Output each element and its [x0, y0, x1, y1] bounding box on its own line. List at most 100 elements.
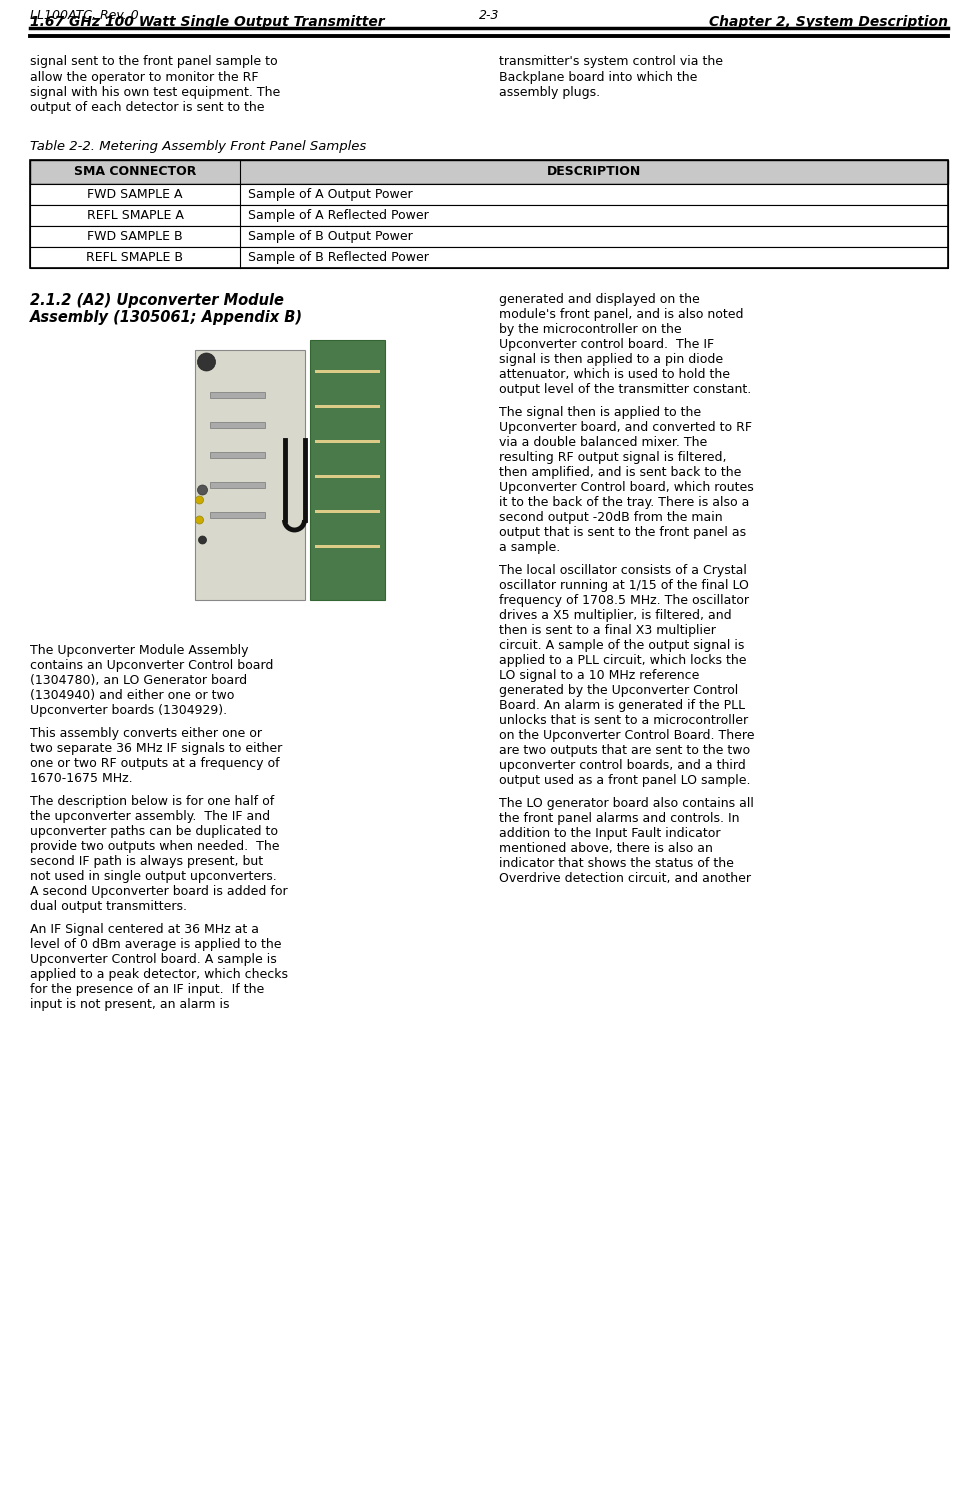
Text: An IF Signal centered at 36 MHz at a: An IF Signal centered at 36 MHz at a — [30, 923, 259, 936]
Text: The LO generator board also contains all: The LO generator board also contains all — [498, 797, 753, 811]
Text: then is sent to a final X3 multiplier: then is sent to a final X3 multiplier — [498, 624, 715, 638]
Text: unlocks that is sent to a microcontroller: unlocks that is sent to a microcontrolle… — [498, 714, 747, 727]
Text: via a double balanced mixer. The: via a double balanced mixer. The — [498, 436, 706, 449]
Text: Backplane board into which the: Backplane board into which the — [498, 70, 697, 84]
Text: Chapter 2, System Description: Chapter 2, System Description — [708, 15, 947, 28]
Text: output of each detector is sent to the: output of each detector is sent to the — [30, 102, 264, 115]
Text: are two outputs that are sent to the two: are two outputs that are sent to the two — [498, 744, 749, 757]
Text: then amplified, and is sent back to the: then amplified, and is sent back to the — [498, 466, 741, 479]
Text: Upconverter board, and converted to RF: Upconverter board, and converted to RF — [498, 421, 751, 434]
Text: signal sent to the front panel sample to: signal sent to the front panel sample to — [30, 55, 277, 69]
Text: the upconverter assembly.  The IF and: the upconverter assembly. The IF and — [30, 811, 270, 823]
Text: Sample of A Reflected Power: Sample of A Reflected Power — [248, 209, 428, 222]
Text: a sample.: a sample. — [498, 540, 560, 554]
Text: (1304940) and either one or two: (1304940) and either one or two — [30, 688, 234, 702]
Text: Sample of B Output Power: Sample of B Output Power — [248, 230, 412, 243]
Text: generated by the Upconverter Control: generated by the Upconverter Control — [498, 684, 738, 697]
Text: generated and displayed on the: generated and displayed on the — [498, 293, 699, 306]
Bar — [209, 452, 264, 458]
Text: input is not present, an alarm is: input is not present, an alarm is — [30, 997, 230, 1011]
Bar — [209, 393, 264, 399]
Text: output level of the transmitter constant.: output level of the transmitter constant… — [498, 384, 750, 396]
Bar — [315, 405, 379, 408]
Text: signal with his own test equipment. The: signal with his own test equipment. The — [30, 87, 280, 99]
Bar — [30, 246, 947, 269]
Text: A second Upconverter board is added for: A second Upconverter board is added for — [30, 885, 287, 897]
Text: (1304780), an LO Generator board: (1304780), an LO Generator board — [30, 673, 247, 687]
Text: dual output transmitters.: dual output transmitters. — [30, 900, 187, 914]
Text: 1670-1675 MHz.: 1670-1675 MHz. — [30, 772, 133, 785]
Text: REFL SMAPLE A: REFL SMAPLE A — [87, 209, 184, 222]
Circle shape — [197, 485, 207, 496]
Bar — [315, 475, 379, 478]
Bar — [30, 334, 479, 630]
Text: REFL SMAPLE B: REFL SMAPLE B — [86, 251, 184, 264]
Text: DESCRIPTION: DESCRIPTION — [546, 166, 641, 178]
Circle shape — [195, 496, 203, 505]
Text: module's front panel, and is also noted: module's front panel, and is also noted — [498, 308, 743, 321]
Text: The local oscillator consists of a Crystal: The local oscillator consists of a Cryst… — [498, 564, 746, 576]
Text: Upconverter Control board. A sample is: Upconverter Control board. A sample is — [30, 953, 276, 966]
Circle shape — [198, 536, 206, 543]
Text: 2.1.2 (A2) Upconverter Module: 2.1.2 (A2) Upconverter Module — [30, 293, 283, 308]
Text: FWD SAMPLE B: FWD SAMPLE B — [87, 230, 183, 243]
Text: assembly plugs.: assembly plugs. — [498, 87, 600, 99]
Text: Assembly (1305061; Appendix B): Assembly (1305061; Appendix B) — [30, 311, 303, 325]
Text: LL100ATC, Rev. 0: LL100ATC, Rev. 0 — [30, 9, 139, 22]
Text: two separate 36 MHz IF signals to either: two separate 36 MHz IF signals to either — [30, 742, 282, 755]
Text: resulting RF output signal is filtered,: resulting RF output signal is filtered, — [498, 451, 726, 464]
Bar — [30, 160, 947, 269]
Text: not used in single output upconverters.: not used in single output upconverters. — [30, 870, 276, 882]
Text: upconverter paths can be duplicated to: upconverter paths can be duplicated to — [30, 826, 277, 838]
Text: Table 2-2. Metering Assembly Front Panel Samples: Table 2-2. Metering Assembly Front Panel… — [30, 140, 365, 152]
Text: Upconverter Control board, which routes: Upconverter Control board, which routes — [498, 481, 753, 494]
Bar — [194, 349, 304, 600]
Text: LO signal to a 10 MHz reference: LO signal to a 10 MHz reference — [498, 669, 699, 682]
Text: oscillator running at 1/15 of the final LO: oscillator running at 1/15 of the final … — [498, 579, 748, 593]
Bar — [315, 545, 379, 548]
Text: applied to a PLL circuit, which locks the: applied to a PLL circuit, which locks th… — [498, 654, 745, 667]
Circle shape — [195, 517, 203, 524]
Text: it to the back of the tray. There is also a: it to the back of the tray. There is als… — [498, 496, 748, 509]
Text: by the microcontroller on the: by the microcontroller on the — [498, 322, 681, 336]
Text: Upconverter boards (1304929).: Upconverter boards (1304929). — [30, 705, 227, 717]
Text: output used as a front panel LO sample.: output used as a front panel LO sample. — [498, 773, 749, 787]
Text: The Upconverter Module Assembly: The Upconverter Module Assembly — [30, 643, 248, 657]
Text: signal is then applied to a pin diode: signal is then applied to a pin diode — [498, 352, 722, 366]
Bar — [309, 340, 384, 600]
Text: Sample of B Reflected Power: Sample of B Reflected Power — [248, 251, 429, 264]
Text: level of 0 dBm average is applied to the: level of 0 dBm average is applied to the — [30, 938, 281, 951]
Text: for the presence of an IF input.  If the: for the presence of an IF input. If the — [30, 982, 264, 996]
Text: one or two RF outputs at a frequency of: one or two RF outputs at a frequency of — [30, 757, 279, 770]
Text: FWD SAMPLE A: FWD SAMPLE A — [87, 188, 183, 202]
Text: This assembly converts either one or: This assembly converts either one or — [30, 727, 262, 741]
Text: The signal then is applied to the: The signal then is applied to the — [498, 406, 701, 420]
Text: Overdrive detection circuit, and another: Overdrive detection circuit, and another — [498, 872, 750, 885]
Bar — [30, 184, 947, 205]
Text: transmitter's system control via the: transmitter's system control via the — [498, 55, 722, 69]
Text: the front panel alarms and controls. In: the front panel alarms and controls. In — [498, 812, 739, 826]
Text: The description below is for one half of: The description below is for one half of — [30, 794, 274, 808]
Text: contains an Upconverter Control board: contains an Upconverter Control board — [30, 658, 274, 672]
Bar — [315, 370, 379, 373]
Text: Board. An alarm is generated if the PLL: Board. An alarm is generated if the PLL — [498, 699, 744, 712]
Bar — [30, 160, 947, 184]
Text: addition to the Input Fault indicator: addition to the Input Fault indicator — [498, 827, 720, 841]
Text: provide two outputs when needed.  The: provide two outputs when needed. The — [30, 841, 279, 853]
Text: applied to a peak detector, which checks: applied to a peak detector, which checks — [30, 967, 287, 981]
Bar — [315, 440, 379, 443]
Text: Sample of A Output Power: Sample of A Output Power — [248, 188, 412, 202]
Bar — [209, 512, 264, 518]
Text: second output -20dB from the main: second output -20dB from the main — [498, 511, 722, 524]
Text: drives a X5 multiplier, is filtered, and: drives a X5 multiplier, is filtered, and — [498, 609, 731, 623]
Text: on the Upconverter Control Board. There: on the Upconverter Control Board. There — [498, 729, 753, 742]
Text: upconverter control boards, and a third: upconverter control boards, and a third — [498, 758, 745, 772]
Bar — [315, 511, 379, 514]
Bar — [30, 205, 947, 225]
Bar — [209, 423, 264, 428]
Text: SMA CONNECTOR: SMA CONNECTOR — [73, 166, 196, 178]
Text: attenuator, which is used to hold the: attenuator, which is used to hold the — [498, 367, 729, 381]
Text: Upconverter control board.  The IF: Upconverter control board. The IF — [498, 337, 713, 351]
Text: output that is sent to the front panel as: output that is sent to the front panel a… — [498, 526, 745, 539]
Text: frequency of 1708.5 MHz. The oscillator: frequency of 1708.5 MHz. The oscillator — [498, 594, 748, 608]
